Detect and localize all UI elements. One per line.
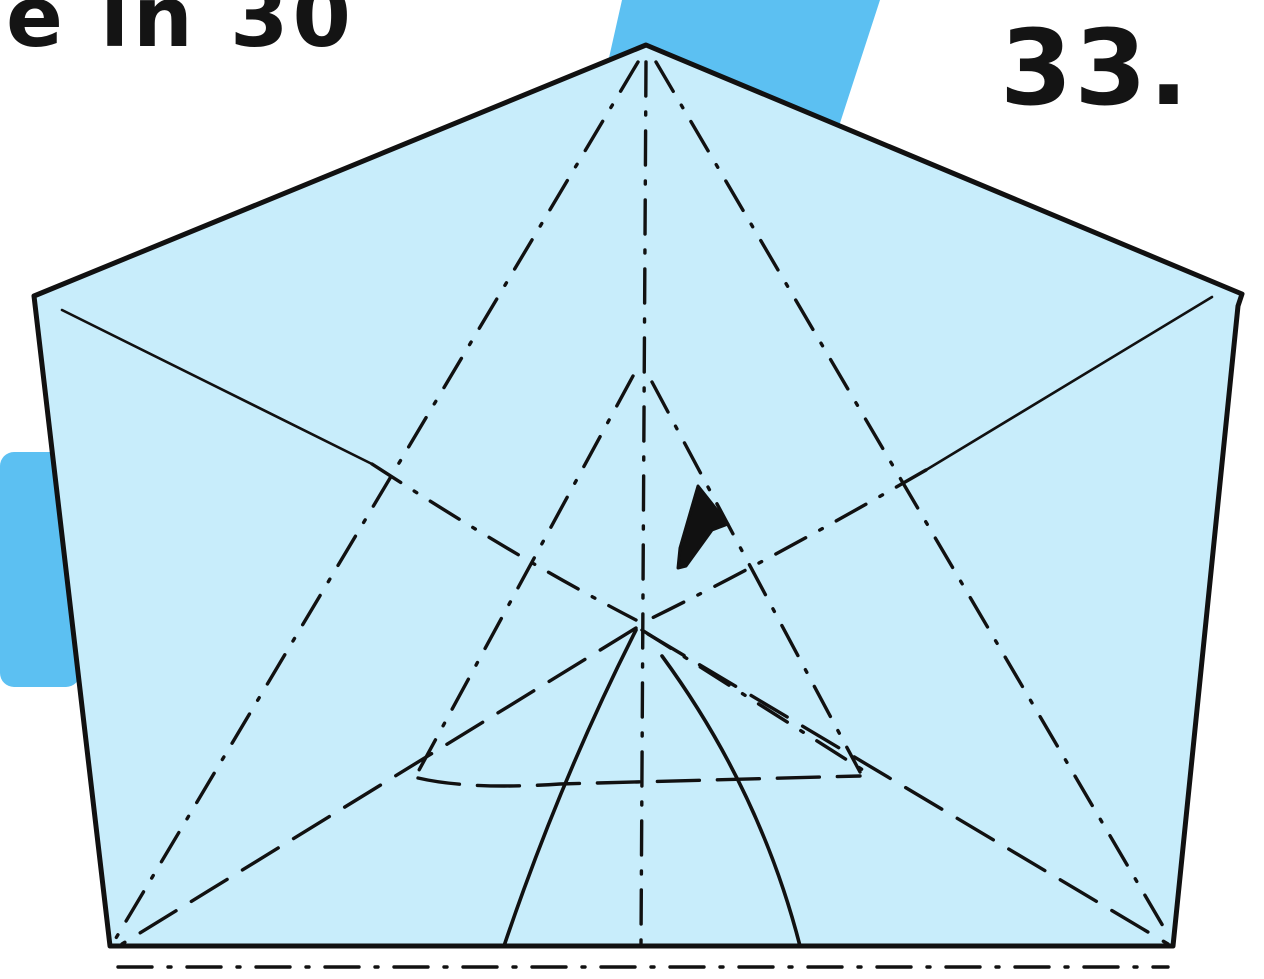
inner-dashdot-center-right xyxy=(640,628,868,774)
dashdot-crease-upper-right xyxy=(650,468,928,620)
apex-dashdot-crease-right xyxy=(654,60,1172,940)
filled-arrowhead-icon xyxy=(676,484,730,570)
paper-shape xyxy=(34,45,1242,946)
thin-crease-right xyxy=(924,295,1214,472)
thin-crease-left xyxy=(60,308,374,466)
inner-dashdot-right xyxy=(650,380,862,774)
center-dashdot-crease xyxy=(639,60,648,946)
dashdot-crease-upper-left xyxy=(370,462,638,622)
solid-fold-right xyxy=(660,654,802,948)
dashed-crease-lower-right xyxy=(646,632,1170,946)
inner-dashdot-left xyxy=(416,374,635,774)
paper-outline xyxy=(31,42,1245,949)
heading-fragment: e in 30 xyxy=(6,0,355,66)
solid-fold-left xyxy=(502,628,638,948)
step-number: 33. xyxy=(1000,7,1190,129)
apex-dashdot-crease-left xyxy=(114,60,640,940)
inner-dashed-baseline xyxy=(416,774,862,788)
dashed-crease-lower-left xyxy=(120,626,638,946)
